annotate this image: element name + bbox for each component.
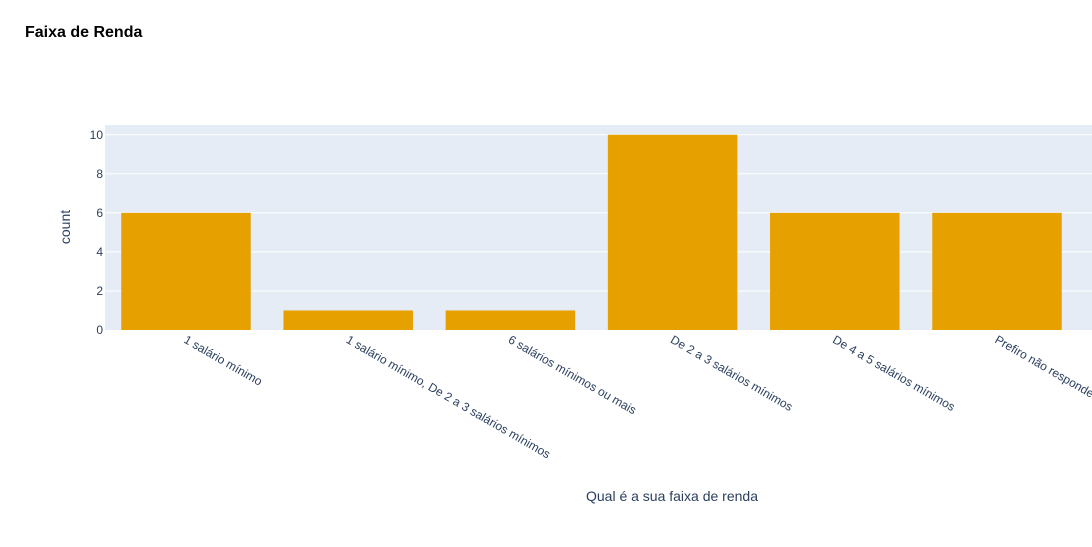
y-tick-label: 10 xyxy=(90,128,104,142)
x-tick-label: De 4 a 5 salários mínimos xyxy=(830,332,957,413)
y-tick-label: 6 xyxy=(96,206,103,220)
x-tick-label: 1 salário mínimo xyxy=(182,332,266,388)
x-tick-label: 6 salários mínimos ou mais xyxy=(506,332,639,417)
bar xyxy=(121,212,251,330)
bar xyxy=(445,310,576,330)
bar xyxy=(932,212,1062,330)
x-axis-title: Qual é a sua faixa de renda xyxy=(586,488,758,504)
y-tick-label: 8 xyxy=(96,167,103,181)
x-tick-labels: 1 salário mínimo 1 salário mínimo, De 2 a… xyxy=(182,332,1092,461)
y-tick-label: 2 xyxy=(96,284,103,298)
y-tick-label: 0 xyxy=(96,323,103,337)
plot-background xyxy=(105,125,1092,330)
y-tick-labels: 0 2 4 6 8 10 xyxy=(90,128,104,337)
bar xyxy=(607,134,738,330)
y-tick-label: 4 xyxy=(96,245,103,259)
y-axis-title: count xyxy=(57,210,73,244)
bar xyxy=(770,212,900,330)
x-tick-label: De 2 a 3 salários mínimos xyxy=(668,332,795,413)
gridlines xyxy=(105,134,1092,292)
x-tick-label: Prefiro não responder xyxy=(993,332,1092,402)
chart-title: Faixa de Renda xyxy=(25,24,143,41)
bar xyxy=(283,310,413,330)
bars xyxy=(121,134,1062,330)
